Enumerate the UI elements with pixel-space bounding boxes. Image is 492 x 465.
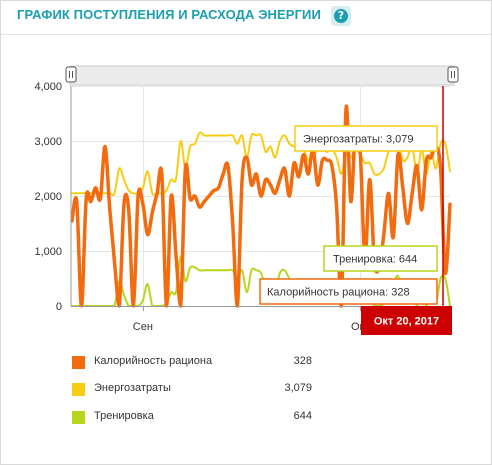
tooltip-training-text: Тренировка: 644	[333, 254, 417, 266]
y-tick-label: 1,000	[34, 246, 62, 258]
tooltip-energy-text: Энергозатраты: 3,079	[303, 134, 414, 146]
legend-value: 644	[293, 410, 312, 422]
y-tick-label: 0	[56, 301, 62, 313]
range-navigator-bar[interactable]	[69, 65, 455, 86]
legend-item-calories[interactable]: Калорийность рациона 328	[72, 354, 312, 370]
legend-swatch-energy	[72, 383, 85, 396]
widget-header: ГРАФИК ПОСТУПЛЕНИЯ И РАСХОДА ЭНЕРГИИ ?	[1, 1, 491, 35]
series-line-calories	[70, 104, 452, 308]
date-marker-label: Окт 20, 2017	[361, 306, 452, 335]
tooltip-energy: Энергозатраты: 3,079	[294, 125, 438, 152]
x-axis: Сен Окт	[133, 306, 369, 333]
range-handle-left[interactable]	[65, 66, 77, 83]
legend-swatch-training	[72, 411, 85, 424]
legend-value: 328	[293, 355, 312, 367]
energy-line-chart: 4,000 3,000 2,000 1,000 0 Сен Окт Энергозатра…	[34, 65, 459, 335]
x-tick-label: Сен	[133, 321, 153, 333]
tooltip-calories-text: Калорийность рациона: 328	[267, 287, 410, 299]
legend-label: Калорийность рациона	[94, 355, 213, 367]
y-tick-label: 4,000	[34, 81, 62, 93]
legend-label: Тренировка	[94, 410, 154, 422]
legend-value: 3,079	[284, 382, 312, 394]
legend-label: Энергозатраты	[94, 382, 171, 394]
y-tick-label: 2,000	[34, 191, 62, 203]
y-tick-label: 3,000	[34, 136, 62, 148]
legend-item-energy[interactable]: Энергозатраты 3,079	[72, 381, 312, 397]
help-glyph: ?	[334, 9, 348, 23]
y-axis: 4,000 3,000 2,000 1,000 0	[34, 81, 62, 313]
series-line-energy	[71, 131, 451, 197]
legend-swatch-calories	[72, 356, 85, 369]
widget-title: ГРАФИК ПОСТУПЛЕНИЯ И РАСХОДА ЭНЕРГИИ	[17, 7, 321, 22]
tooltip-training: Тренировка: 644	[323, 245, 438, 272]
legend-item-training[interactable]: Тренировка 644	[72, 409, 312, 425]
range-handle-right[interactable]	[447, 66, 459, 83]
tooltip-calories: Калорийность рациона: 328	[259, 278, 438, 305]
question-icon[interactable]: ?	[331, 6, 351, 26]
date-marker-text: Окт 20, 2017	[374, 316, 439, 328]
